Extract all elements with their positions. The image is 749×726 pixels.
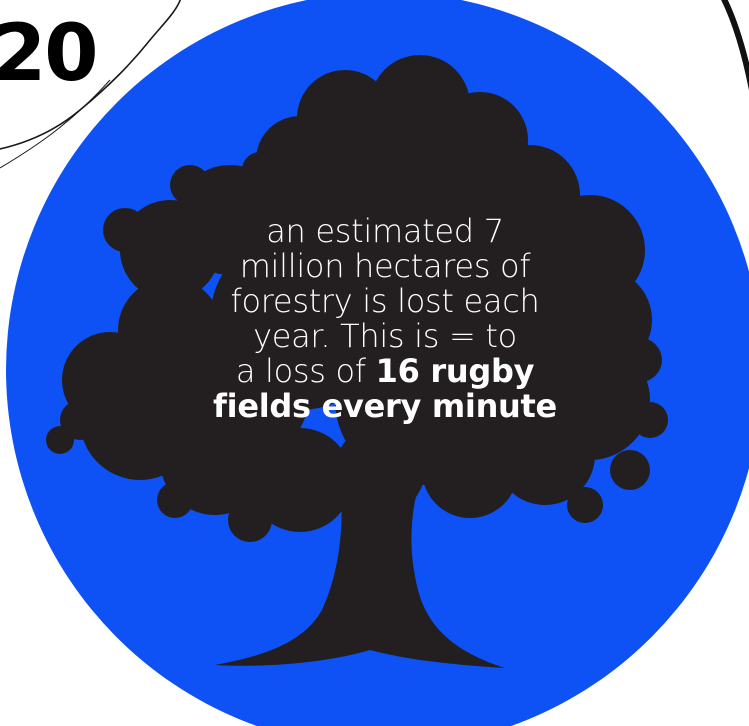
fact-line-5-prefix: a loss of: [235, 352, 376, 390]
adjacent-circle-outline: [721, 0, 749, 91]
fact-text: an estimated 7 million hectares of fores…: [175, 214, 595, 424]
fact-line-5: a loss of 16 rugby: [175, 354, 595, 389]
fact-line-3: forestry is lost each: [230, 282, 540, 320]
number-callout-outline: [0, 0, 182, 150]
tree-silhouette-icon: [46, 55, 668, 668]
number-callout-outline-2: [0, 79, 111, 169]
fact-line-2: million hectares of: [239, 247, 531, 285]
fact-line-4: year. This is = to: [253, 317, 517, 355]
fact-highlight-rugby: 16 rugby: [375, 352, 535, 390]
number-badge: 20: [0, 9, 99, 99]
fact-line-6: fields every minute: [213, 387, 557, 425]
fact-line-1: an estimated 7: [266, 212, 504, 250]
